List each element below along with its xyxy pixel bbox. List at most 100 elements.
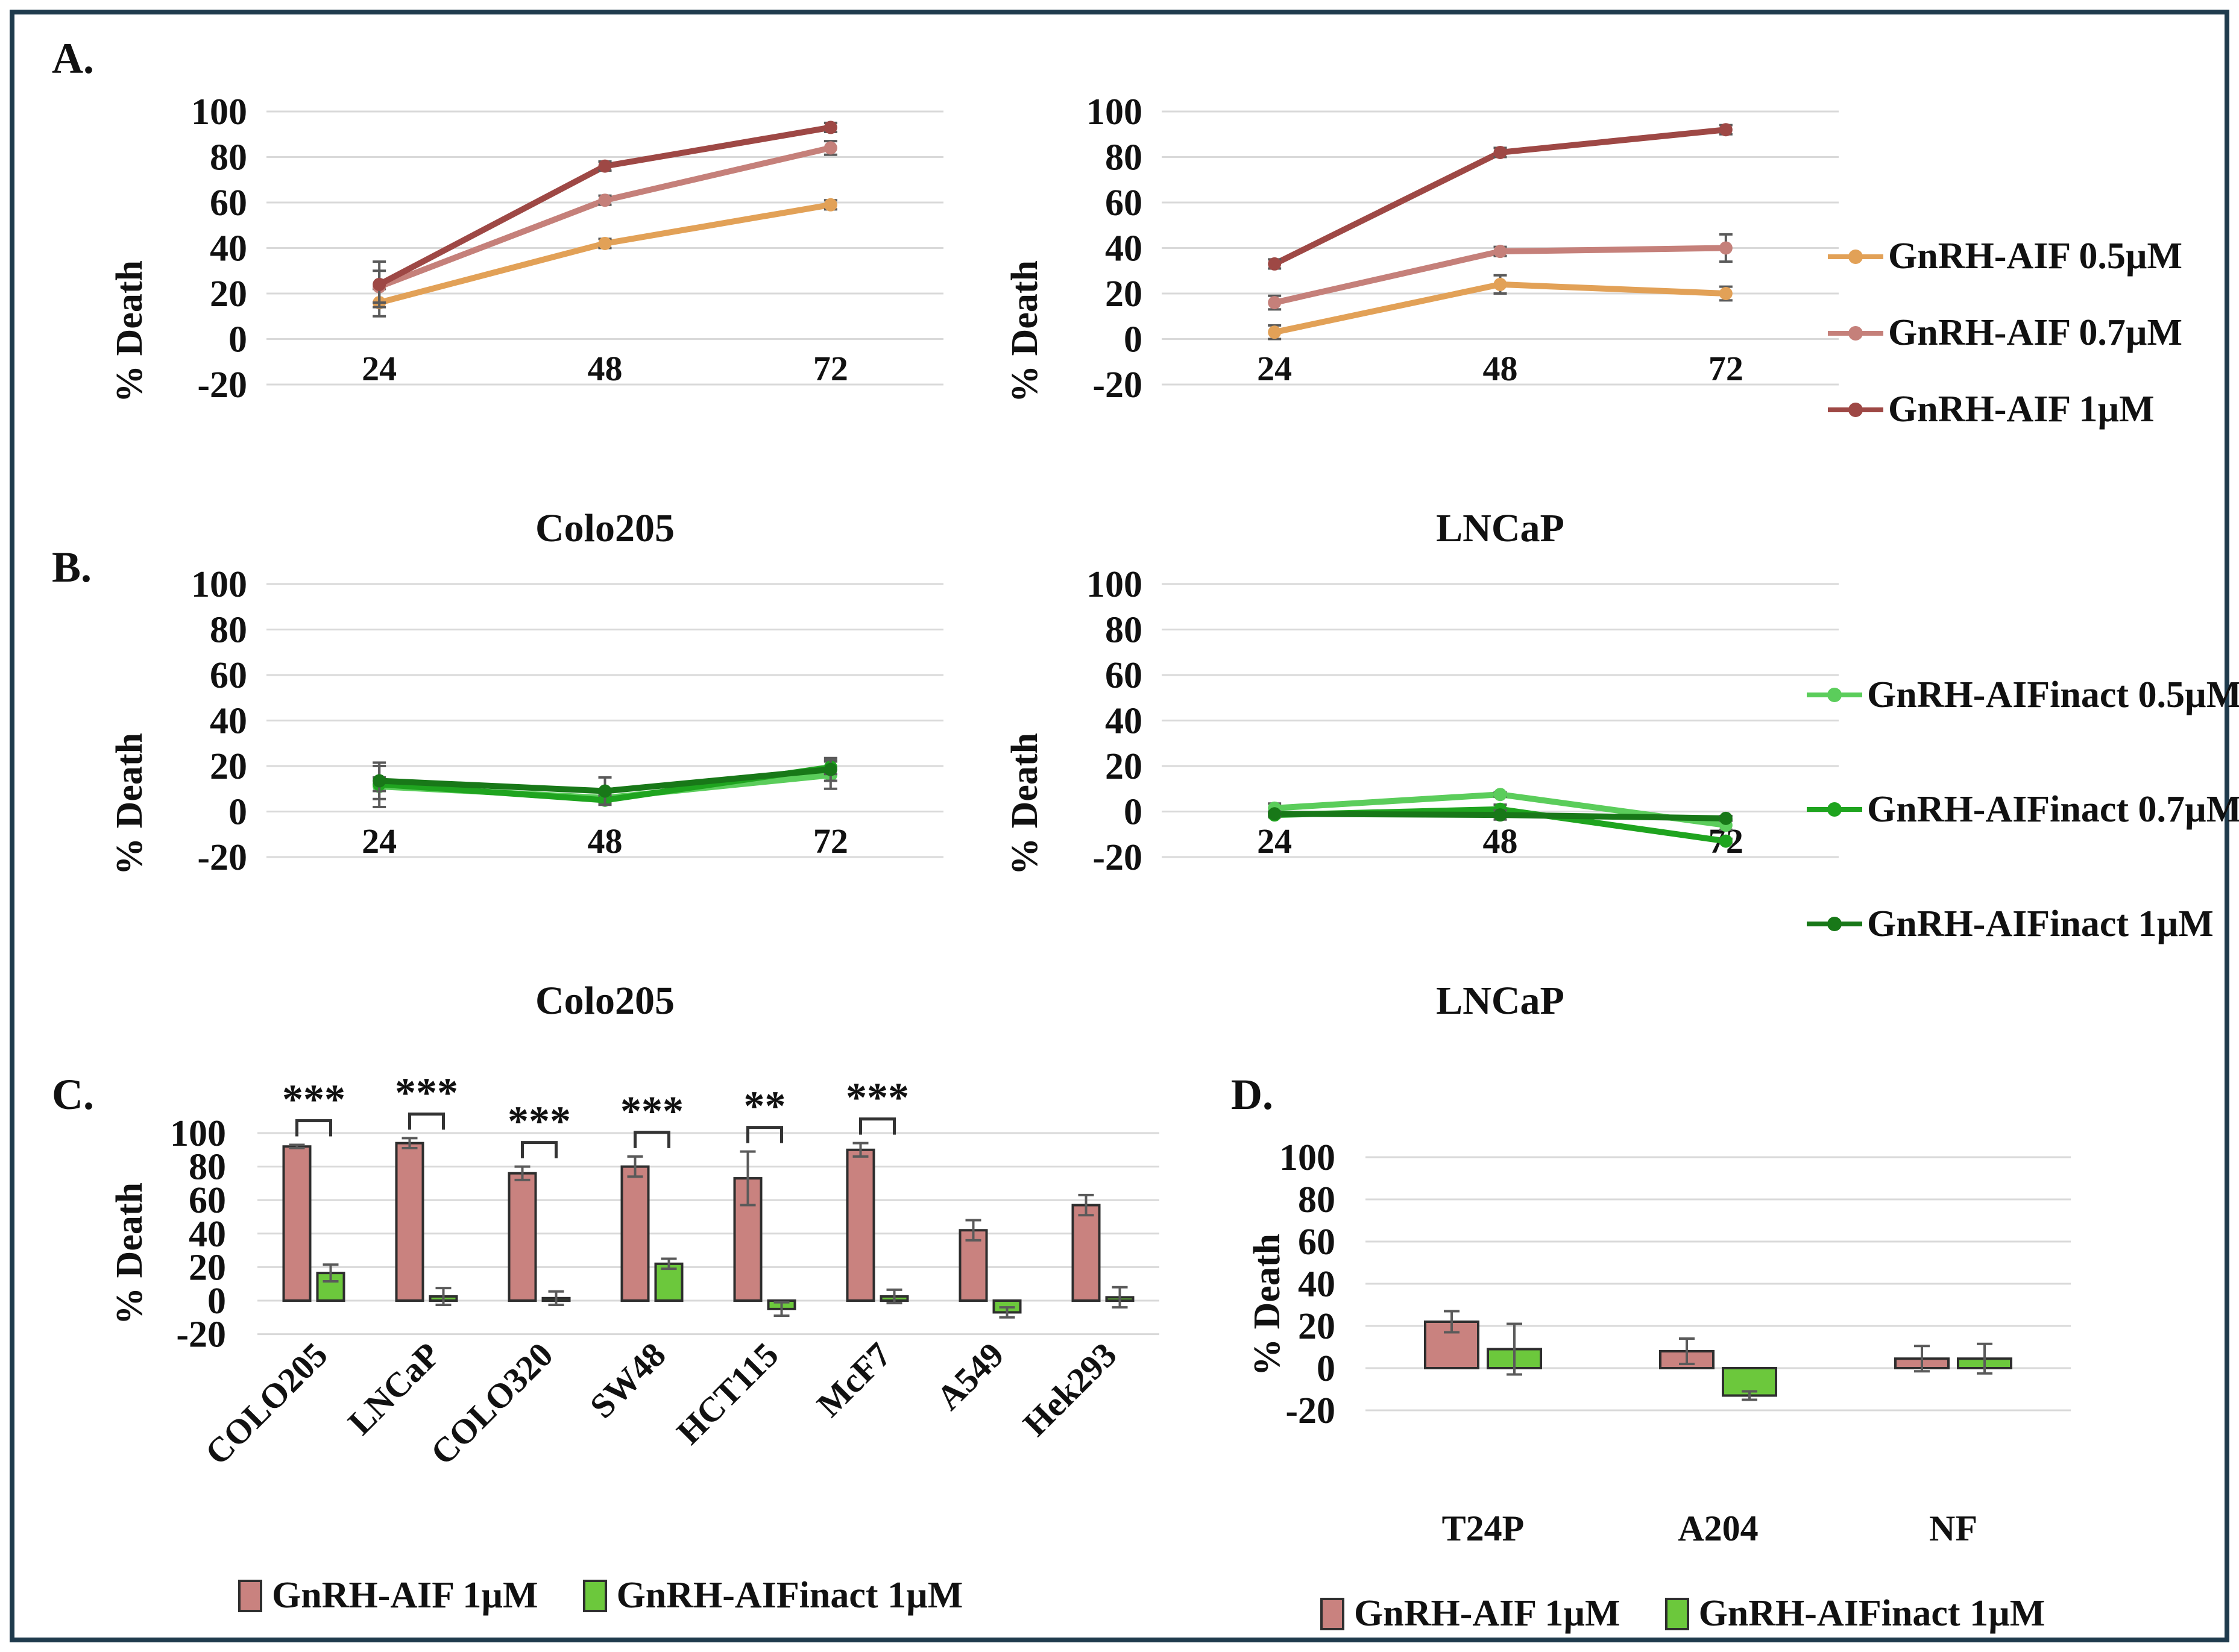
svg-text:60: 60: [1298, 1222, 1335, 1263]
svg-text:A204: A204: [1678, 1509, 1758, 1548]
legend-label: GnRH-AIFinact 1µM: [1698, 1593, 2045, 1634]
svg-text:20: 20: [189, 1247, 226, 1288]
svg-text:60: 60: [1105, 183, 1142, 224]
svg-text:100: 100: [170, 1113, 226, 1154]
svg-text:72: 72: [813, 349, 848, 388]
svg-text:48: 48: [588, 349, 623, 388]
legend-item: GnRH-AIF 0.5µM: [1827, 218, 2182, 295]
legend-item: GnRH-AIFinact 0.5µM: [1806, 638, 2239, 752]
svg-text:60: 60: [210, 655, 247, 696]
svg-text:LNCaP: LNCaP: [1436, 506, 1564, 550]
svg-text:48: 48: [1483, 349, 1518, 388]
legend-panel-c: GnRH-AIF 1µM GnRH-AIFinact 1µM: [238, 1574, 963, 1617]
svg-text:72: 72: [1708, 349, 1743, 388]
panel-label-a: A.: [52, 34, 94, 83]
legend-gnrh-aifinact: GnRH-AIFinact 0.5µM GnRH-AIFinact 0.7µM Gn…: [1806, 638, 2239, 981]
svg-text:0: 0: [1124, 792, 1142, 833]
svg-text:20: 20: [210, 746, 247, 787]
svg-text:72: 72: [813, 821, 848, 861]
svg-text:40: 40: [1105, 228, 1142, 269]
legend-label: GnRH-AIF 1µM: [1354, 1593, 1620, 1634]
legend-swatch-icon: [1320, 1597, 1344, 1630]
svg-text:0: 0: [1317, 1348, 1335, 1389]
svg-text:60: 60: [189, 1180, 226, 1221]
svg-text:100: 100: [191, 564, 247, 605]
legend-item: GnRH-AIF 1µM: [1827, 371, 2182, 448]
panel-label-d: D.: [1231, 1070, 1273, 1119]
svg-text:40: 40: [210, 701, 247, 742]
svg-text:100: 100: [1279, 1137, 1335, 1178]
svg-text:80: 80: [1105, 610, 1142, 651]
svg-text:% Death: % Death: [1004, 733, 1045, 875]
panel-label-c: C.: [52, 1070, 94, 1119]
svg-text:COLO205: COLO205: [197, 1335, 335, 1472]
svg-text:0: 0: [1124, 319, 1142, 360]
svg-text:-20: -20: [1285, 1390, 1335, 1431]
svg-text:80: 80: [1298, 1179, 1335, 1220]
line-marker-icon: [1828, 249, 1883, 264]
legend-swatch-icon: [238, 1579, 262, 1612]
svg-text:20: 20: [1105, 274, 1142, 315]
svg-text:Hek293: Hek293: [1015, 1335, 1124, 1443]
svg-text:Colo205: Colo205: [535, 506, 675, 550]
svg-text:0: 0: [228, 792, 247, 833]
svg-text:HCT115: HCT115: [669, 1335, 786, 1452]
svg-text:20: 20: [210, 274, 247, 315]
svg-text:T24P: T24P: [1442, 1509, 1525, 1548]
legend-gnrh-aif: GnRH-AIF 0.5µM GnRH-AIF 0.7µM GnRH-AIF 1µM: [1827, 218, 2182, 448]
legend-label: GnRH-AIFinact 1µM: [1867, 903, 2214, 944]
svg-text:20: 20: [1298, 1306, 1335, 1347]
svg-text:24: 24: [1257, 349, 1292, 388]
legend-label: GnRH-AIF 0.7µM: [1888, 312, 2183, 353]
line-marker-icon: [1807, 802, 1862, 817]
svg-text:-20: -20: [1092, 837, 1142, 878]
svg-text:24: 24: [362, 821, 397, 861]
svg-text:% Death: % Death: [1247, 1234, 1288, 1376]
svg-text:LNCaP: LNCaP: [1436, 979, 1564, 1023]
svg-text:COLO320: COLO320: [423, 1335, 560, 1472]
legend-swatch-icon: [1664, 1597, 1689, 1630]
svg-text:SW48: SW48: [582, 1335, 673, 1426]
svg-text:100: 100: [191, 92, 247, 133]
svg-text:100: 100: [1086, 92, 1142, 133]
svg-text:0: 0: [228, 319, 247, 360]
svg-text:% Death: % Death: [1004, 260, 1045, 403]
legend-item: GnRH-AIFinact 1µM: [582, 1574, 963, 1617]
svg-text:-20: -20: [176, 1314, 226, 1355]
legend-label: GnRH-AIF 1µM: [272, 1575, 538, 1616]
line-marker-icon: [1807, 688, 1862, 702]
svg-text:80: 80: [1105, 137, 1142, 178]
svg-text:***: ***: [282, 1076, 345, 1123]
legend-item: GnRH-AIFinact 0.7µM: [1806, 752, 2239, 867]
svg-text:24: 24: [1257, 821, 1292, 861]
svg-text:LNCaP: LNCaP: [341, 1335, 448, 1442]
svg-text:% Death: % Death: [109, 260, 150, 403]
svg-text:% Death: % Death: [109, 1182, 150, 1325]
svg-text:Colo205: Colo205: [535, 979, 675, 1023]
line-marker-icon: [1807, 917, 1862, 931]
svg-text:***: ***: [508, 1099, 571, 1145]
svg-text:60: 60: [1105, 655, 1142, 696]
svg-text:80: 80: [210, 610, 247, 651]
svg-text:80: 80: [210, 137, 247, 178]
legend-swatch-icon: [582, 1579, 607, 1612]
svg-text:80: 80: [189, 1147, 226, 1188]
svg-text:60: 60: [210, 183, 247, 224]
svg-text:A549: A549: [929, 1335, 1012, 1418]
svg-text:40: 40: [1105, 701, 1142, 742]
legend-item: GnRH-AIF 1µM: [1320, 1592, 1620, 1635]
legend-label: GnRH-AIF 1µM: [1888, 389, 2155, 430]
line-marker-icon: [1828, 325, 1883, 341]
legend-label: GnRH-AIF 0.5µM: [1888, 236, 2183, 277]
svg-text:100: 100: [1086, 564, 1142, 605]
svg-text:40: 40: [189, 1214, 226, 1255]
svg-text:***: ***: [620, 1088, 684, 1135]
legend-item: GnRH-AIF 0.7µM: [1827, 295, 2182, 371]
svg-text:-20: -20: [1092, 365, 1142, 406]
line-marker-icon: [1828, 402, 1883, 417]
svg-text:McF7: McF7: [809, 1335, 898, 1424]
svg-text:40: 40: [1298, 1264, 1335, 1305]
